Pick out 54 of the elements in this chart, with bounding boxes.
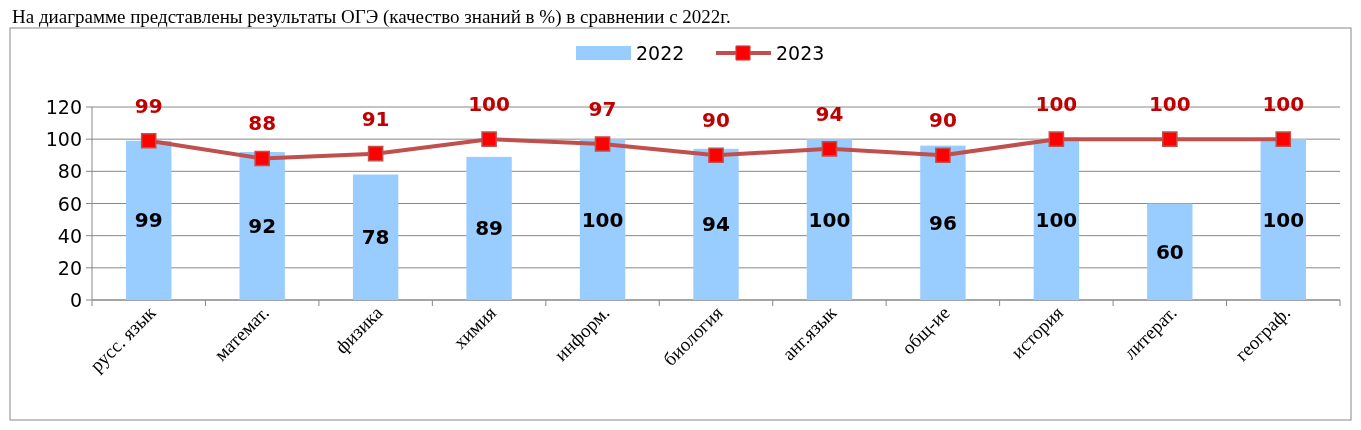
bar: [352, 174, 399, 300]
data-label: 94: [702, 212, 730, 237]
point: [254, 150, 270, 167]
bar: [239, 152, 285, 300]
point: [594, 136, 611, 152]
data-label: 78: [361, 225, 390, 250]
y-tick-label: 120: [45, 96, 82, 118]
point: [367, 145, 384, 162]
data-label: 96: [928, 210, 957, 235]
data-label: 100: [1035, 207, 1078, 232]
data-label: 91: [361, 106, 390, 131]
bar: [693, 148, 739, 300]
data-label: 89: [475, 216, 504, 241]
data-label: 100: [1035, 92, 1078, 117]
data-label: 60: [1155, 239, 1184, 264]
y-tick-label: 0: [69, 289, 82, 311]
data-label: 99: [134, 93, 163, 118]
bar: [1147, 203, 1193, 300]
legend-label: 2022: [636, 42, 685, 64]
data-label: 100: [581, 207, 624, 232]
data-label: 100: [808, 207, 851, 232]
data-label: 97: [588, 96, 617, 121]
bar: [579, 139, 626, 300]
bar: [1260, 139, 1306, 300]
bar: [126, 140, 172, 300]
point: [1275, 131, 1292, 147]
bar: [806, 139, 853, 300]
y-tick-label: 80: [57, 160, 82, 183]
point: [481, 131, 497, 147]
legend-label: 2023: [776, 42, 825, 64]
data-label: 92: [248, 214, 277, 239]
data-label: 99: [134, 208, 163, 233]
point: [140, 132, 157, 149]
data-label: 100: [1148, 92, 1191, 117]
data-label: 90: [928, 108, 957, 133]
y-tick-label: 40: [57, 224, 82, 247]
y-tick-label: 20: [57, 256, 82, 279]
bar: [920, 145, 966, 300]
data-label: 90: [702, 108, 730, 133]
y-tick-label: 60: [57, 192, 82, 215]
y-tick-label: 100: [45, 128, 82, 151]
bar: [1033, 139, 1080, 300]
point: [935, 147, 951, 164]
bar: [466, 156, 512, 300]
data-label: 100: [1262, 92, 1305, 117]
point: [1162, 131, 1178, 147]
data-label: 100: [1262, 207, 1305, 232]
chart-title: На диаграмме представлены результаты ОГЭ (качество знаний в %) в сравнении с 2022г.: [12, 6, 731, 28]
data-label: 88: [248, 111, 277, 136]
point: [708, 147, 724, 164]
data-label: 94: [815, 101, 844, 126]
point: [1048, 131, 1065, 147]
point: [821, 141, 838, 157]
data-label: 100: [468, 92, 510, 117]
